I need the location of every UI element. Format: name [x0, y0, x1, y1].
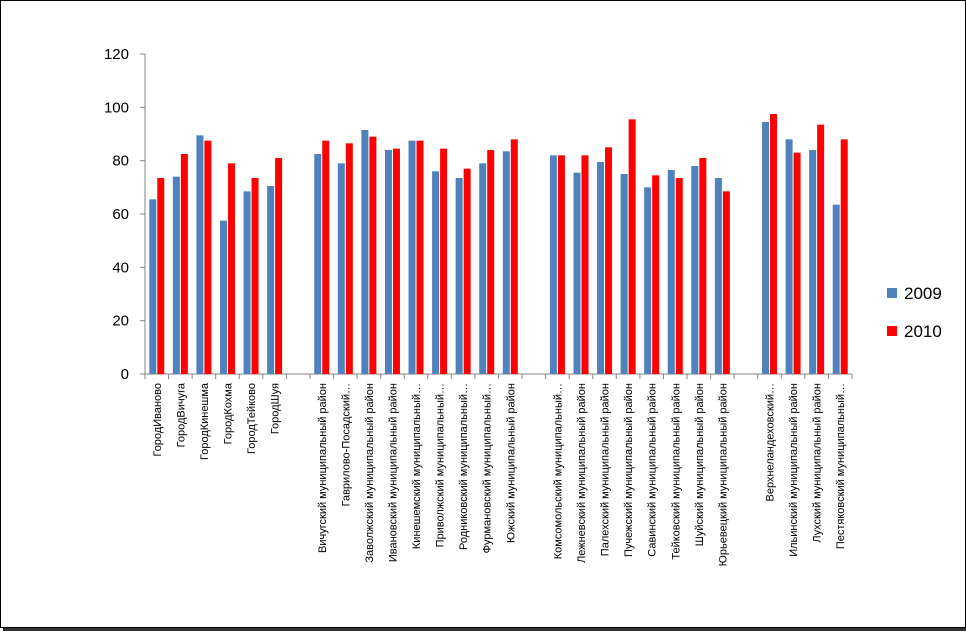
bar-2009	[243, 191, 251, 374]
x-category-label: Юрьевецкий муниципальный район	[717, 383, 729, 566]
y-tick-label: 40	[112, 259, 129, 276]
y-axis: 0 20 40 60 80 100 120	[104, 46, 853, 383]
bar-2009	[219, 220, 227, 374]
bar-2010	[652, 175, 660, 374]
bar-2009	[361, 130, 369, 374]
x-category-label: Шуйский муниципальный район	[694, 383, 706, 546]
legend-swatch-2009	[887, 288, 897, 298]
bar-2010	[251, 178, 259, 374]
bar-2009	[455, 178, 463, 374]
bar-2010	[770, 114, 778, 374]
y-tick-label: 100	[104, 99, 129, 116]
y-tick-label: 0	[121, 366, 129, 383]
legend: 2009 2010	[887, 284, 942, 341]
x-category-label: Родниковский муниципальный…	[458, 383, 470, 550]
legend-swatch-2010	[887, 326, 897, 336]
bar-2009	[149, 199, 157, 374]
bar-2009	[408, 140, 416, 374]
x-category-label: Пучежский муниципальный район	[623, 383, 635, 557]
bar-2009	[667, 170, 675, 374]
bar-2010	[345, 143, 353, 374]
bar-2009	[314, 154, 322, 374]
bar-2010	[722, 191, 730, 374]
x-category-label: ГородКохма	[222, 382, 234, 444]
x-category-label: Вичугский муниципальный район	[317, 383, 329, 553]
bar-2010	[204, 140, 212, 374]
bar-2010	[557, 155, 565, 374]
x-category-label: Пестяковский муниципальный…	[835, 383, 847, 549]
x-category-label: Приволжский муниципальный…	[435, 383, 447, 547]
y-tick-label: 120	[104, 46, 129, 63]
bar-2010	[675, 178, 683, 374]
bar-2010	[510, 139, 518, 374]
bar-2009	[267, 186, 275, 374]
bar-2010	[628, 119, 636, 374]
bar-2010	[440, 148, 448, 374]
x-category-label: Фурмановский муниципальный…	[482, 383, 494, 553]
bar-2009	[479, 163, 487, 374]
x-category-label: ГородКинешма	[199, 382, 211, 460]
x-category-label: ГородИваново	[152, 383, 164, 457]
x-category-label: ГородВичуга	[175, 382, 187, 447]
bar-2009	[384, 150, 392, 374]
x-category-label: Кинешемский муниципальный…	[411, 383, 423, 549]
y-tick-label: 60	[112, 206, 129, 223]
x-category-label: Ильинский муниципальный район	[788, 383, 800, 557]
bar-2010	[369, 136, 377, 374]
x-category-label: Заволжский муниципальный район	[364, 383, 376, 563]
bar-2009	[714, 178, 722, 374]
bar-2010	[581, 155, 589, 374]
bar-2010	[840, 139, 848, 374]
x-category-label: ГородШуя	[270, 383, 282, 434]
bar-2010	[180, 154, 188, 374]
bar-2010	[392, 148, 400, 374]
x-category-label: Тейковский муниципальный район	[670, 383, 682, 560]
bar-2009	[644, 187, 652, 374]
bar-2009	[832, 204, 840, 374]
bar-2009	[172, 176, 180, 374]
bar-2010	[157, 178, 165, 374]
bar-2010	[416, 140, 424, 374]
bars	[149, 114, 848, 375]
x-category-label: Палехский муниципальный район	[600, 383, 612, 556]
x-category-label: Савинский муниципальный район	[647, 383, 659, 557]
bar-2009	[549, 155, 557, 374]
bar-2009	[597, 162, 605, 374]
x-category-label: Ивановский муниципальный район	[387, 383, 399, 562]
x-category-label: Лухский муниципальный район	[812, 383, 824, 543]
x-category-label: ГородТейково	[246, 383, 258, 454]
bar-2009	[785, 139, 793, 374]
bar-2010	[275, 158, 283, 374]
legend-label-2010: 2010	[904, 322, 942, 341]
y-tick-label: 80	[112, 153, 129, 170]
x-axis-labels: ГородИваново ГородВичуга ГородКинешма Город…	[152, 382, 847, 566]
bar-2009	[502, 151, 510, 374]
bar-2009	[620, 174, 628, 374]
x-category-label: Комсомольский муниципальный…	[552, 383, 564, 559]
x-category-label: Гаврилово-Посадский…	[340, 383, 352, 506]
bar-2009	[337, 163, 345, 374]
bar-2009	[573, 172, 581, 374]
y-tick-label: 20	[112, 313, 129, 330]
bar-2010	[463, 168, 471, 374]
x-category-label: Лежневский муниципальный район	[576, 383, 588, 563]
bar-2009	[762, 122, 770, 374]
x-category-label: Южский муниципальный район	[505, 383, 517, 543]
bar-2009	[432, 171, 440, 374]
x-category-label: Верхнеландеховский…	[765, 383, 777, 502]
bar-2010	[793, 152, 801, 374]
bar-2009	[691, 166, 699, 374]
legend-label-2009: 2009	[904, 284, 942, 303]
bar-2010	[605, 147, 613, 374]
bar-2010	[227, 163, 235, 374]
bar-2010	[817, 124, 825, 375]
bar-2010	[699, 158, 707, 374]
bar-2010	[322, 140, 330, 374]
bar-2010	[487, 150, 495, 374]
bar-2009	[809, 150, 817, 374]
bar-2009	[196, 135, 204, 374]
